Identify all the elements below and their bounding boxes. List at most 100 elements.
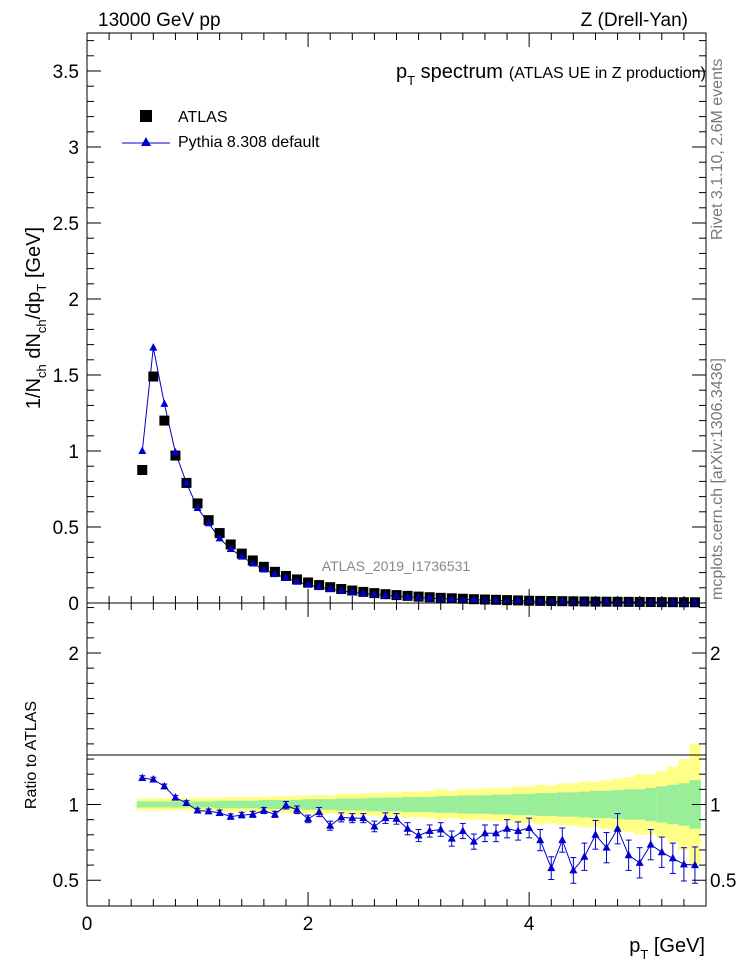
pythia-point bbox=[359, 588, 368, 597]
ratio-pythia-point bbox=[469, 837, 478, 845]
ratio-pythia-point bbox=[480, 828, 489, 837]
ratio-band-inner bbox=[534, 793, 547, 816]
ratio-xtick-label: 4 bbox=[524, 914, 535, 935]
ratio-pythia-point bbox=[381, 813, 390, 822]
pythia-point bbox=[447, 594, 456, 603]
ratio-band-inner bbox=[368, 797, 381, 812]
ratio-band-inner bbox=[313, 799, 326, 810]
ratio-band-inner bbox=[302, 799, 314, 810]
ratio-band-inner bbox=[600, 790, 613, 819]
ratio-band-inner bbox=[136, 801, 149, 808]
legend-pythia-label: Pythia 8.308 default bbox=[178, 134, 320, 151]
ratio-band-inner bbox=[446, 796, 458, 813]
ratio-pythia-point bbox=[237, 810, 246, 819]
ratio-pythia-point bbox=[315, 807, 324, 816]
pythia-point bbox=[381, 590, 390, 599]
ratio-pythia-point bbox=[690, 860, 699, 869]
ratio-axes: 0.5 0.5 1 1 2 2 0 2 4 bbox=[53, 603, 736, 935]
main-ytick-label: 1.5 bbox=[53, 366, 79, 387]
pythia-point bbox=[403, 592, 412, 600]
pythia-point bbox=[160, 399, 169, 407]
rivet-label: Rivet 3.1.10, 2.6M events bbox=[709, 59, 726, 240]
ratio-band-inner bbox=[413, 796, 425, 813]
ratio-bands bbox=[136, 743, 701, 866]
pythia-point bbox=[204, 518, 213, 527]
ratio-band-inner bbox=[158, 801, 171, 808]
ratio-ytick-label-right: 2 bbox=[710, 644, 721, 665]
pythia-point bbox=[226, 544, 235, 553]
ratio-band-inner bbox=[479, 795, 491, 814]
ratio-pythia-point bbox=[138, 773, 147, 781]
ratio-pythia-point bbox=[425, 826, 434, 835]
ratio-pythia-point bbox=[281, 800, 290, 809]
ratio-pythia-point bbox=[525, 823, 534, 831]
pythia-point bbox=[315, 582, 324, 591]
atlas-point bbox=[170, 450, 181, 461]
ratio-band-inner bbox=[357, 798, 370, 811]
ratio-pythia-point bbox=[226, 812, 235, 820]
ratio-band-inner bbox=[545, 793, 558, 816]
ratio-pythia-point bbox=[613, 824, 622, 832]
ratio-pythia-point bbox=[580, 852, 589, 860]
process-label: Z (Drell-Yan) bbox=[581, 10, 688, 31]
pythia-point bbox=[392, 591, 401, 600]
pythia-point bbox=[469, 595, 478, 603]
ratio-pythia-point bbox=[602, 843, 611, 851]
ratio-pythia-point bbox=[657, 847, 666, 856]
ratio-band-inner bbox=[623, 789, 635, 820]
legend: ATLAS Pythia 8.308 default bbox=[122, 109, 320, 151]
ratio-band-inner bbox=[258, 799, 270, 810]
ratio-band-inner bbox=[656, 786, 668, 823]
ratio-pythia-point bbox=[414, 831, 423, 839]
ratio-band-inner bbox=[578, 791, 591, 818]
atlas-point bbox=[137, 465, 148, 475]
pythia-point bbox=[337, 586, 346, 594]
atlas-point bbox=[192, 498, 203, 509]
ratio-band-inner bbox=[468, 795, 480, 814]
ratio-ylabel: Ratio to ATLAS bbox=[23, 701, 40, 809]
ratio-pythia-point bbox=[514, 826, 523, 835]
ratio-xtick-label: 2 bbox=[303, 914, 314, 935]
ratio-ytick-label: 1 bbox=[68, 795, 79, 816]
ratio-band-inner bbox=[612, 790, 624, 819]
atlas-point bbox=[148, 371, 159, 382]
ratio-band-inner bbox=[667, 784, 679, 825]
ratio-band-inner bbox=[501, 794, 513, 815]
ratio-pythia-point bbox=[558, 835, 567, 844]
ratio-pythia-point bbox=[193, 806, 202, 814]
ratio-pythia-point bbox=[503, 824, 512, 832]
ratio-band-inner bbox=[523, 793, 536, 816]
pythia-point bbox=[536, 596, 545, 605]
ratio-pythia-point bbox=[149, 774, 158, 783]
ratio-pythia-point bbox=[270, 809, 279, 818]
ratio-band-inner bbox=[457, 795, 469, 814]
main-ytick-label: 0 bbox=[68, 594, 79, 615]
ratio-pythia-point bbox=[646, 840, 655, 848]
ratio-ytick-label-right: 1 bbox=[710, 795, 721, 816]
ratio-band-inner bbox=[634, 789, 646, 820]
ratio-xlabel: pT [GeV] bbox=[629, 935, 705, 962]
ratio-band-inner bbox=[147, 801, 160, 808]
ratio-pythia-point bbox=[182, 798, 191, 806]
ratio-ytick-label-right: 0.5 bbox=[710, 871, 736, 892]
ratio-pythia-point bbox=[348, 813, 357, 822]
ratio-band-inner bbox=[567, 792, 580, 817]
ratio-band-inner bbox=[490, 794, 502, 815]
ratio-pythia-point bbox=[370, 821, 379, 830]
ratio-band-inner bbox=[512, 793, 525, 816]
pythia-point bbox=[171, 448, 180, 456]
ratio-pythia-point bbox=[259, 806, 268, 814]
ratio-band-inner bbox=[645, 787, 657, 822]
ratio-pythia-point bbox=[293, 805, 302, 813]
ratio-pythia-point bbox=[679, 859, 688, 868]
ratio-band-inner bbox=[402, 796, 414, 813]
ratio-pythia-point bbox=[326, 821, 335, 829]
ratio-xtick-label: 0 bbox=[82, 914, 93, 935]
ratio-pythia-point bbox=[403, 824, 412, 832]
ratio-pythia-point bbox=[491, 828, 500, 837]
ratio-marks bbox=[138, 773, 699, 884]
atlas-point bbox=[214, 528, 225, 539]
pythia-point bbox=[193, 503, 202, 511]
atlas-point bbox=[225, 539, 236, 550]
ratio-band-inner bbox=[236, 800, 248, 809]
